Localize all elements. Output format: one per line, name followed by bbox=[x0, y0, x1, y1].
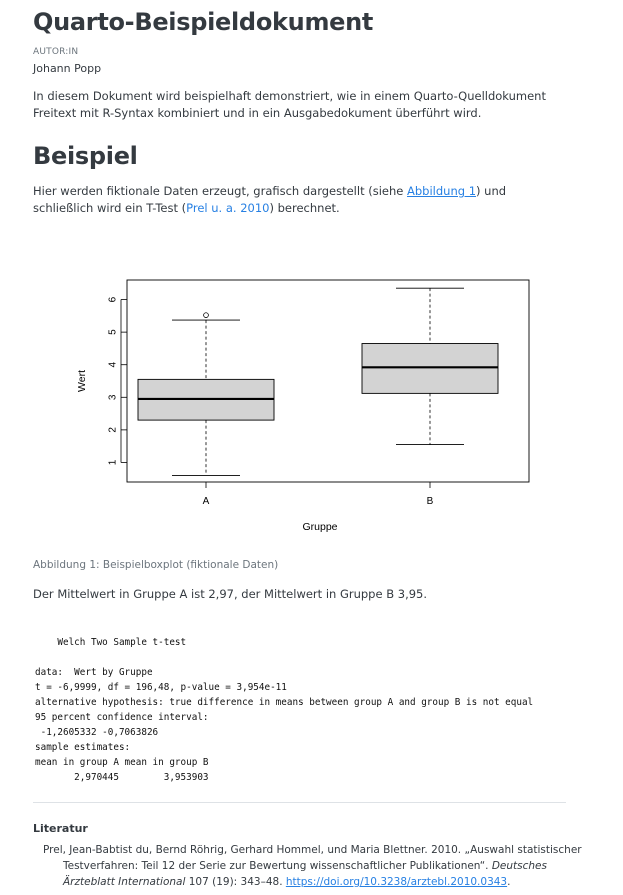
x-axis-label: Gruppe bbox=[302, 521, 337, 533]
boxplot-chart: 1 2 3 4 5 6 A B Gruppe Wert bbox=[76, 279, 530, 533]
x-tick-label: B bbox=[427, 496, 434, 507]
citation-link[interactable]: Prel u. a. 2010 bbox=[186, 201, 270, 215]
ttest-line: 95 percent confidence interval: bbox=[35, 712, 209, 723]
section-paragraph: Hier werden fiktionale Daten erzeugt, gr… bbox=[33, 183, 568, 217]
author-label: AUTOR:IN bbox=[33, 47, 79, 57]
ttest-output: Welch Two Sample t-test data: Wert by Gr… bbox=[35, 620, 533, 785]
reference-journal: Deutsches Ärzteblatt International bbox=[63, 860, 547, 888]
literature-heading: Literatur bbox=[33, 822, 88, 835]
y-tick-label: 4 bbox=[108, 361, 119, 367]
ttest-line: data: Wert by Gruppe bbox=[35, 667, 153, 678]
boxplot-figure: 1 2 3 4 5 6 A B Gruppe Wert bbox=[73, 262, 553, 552]
intro-paragraph: In diesem Dokument wird beispielhaft dem… bbox=[33, 89, 546, 120]
ttest-line: t = -6,9999, df = 196,48, p-value = 3,95… bbox=[35, 682, 287, 693]
reference-volume: 107 (19): 343–48. bbox=[185, 876, 286, 888]
reference-entry: Prel, Jean-Babtist du, Bernd Röhrig, Ger… bbox=[43, 842, 583, 890]
divider bbox=[33, 802, 566, 803]
y-tick-label: 6 bbox=[108, 296, 119, 302]
author-name: Johann Popp bbox=[33, 62, 102, 75]
figure-caption: Abbildung 1: Beispielboxplot (fiktionale… bbox=[33, 559, 279, 571]
reference-text: Prel, Jean-Babtist du, Bernd Röhrig, Ger… bbox=[43, 844, 582, 872]
y-tick-label: 3 bbox=[108, 394, 119, 400]
y-axis-label: Wert bbox=[76, 370, 88, 392]
section-text-3: ) berechnet. bbox=[269, 201, 340, 215]
y-tick-label: 5 bbox=[108, 329, 119, 335]
doi-link[interactable]: https://doi.org/10.3238/arztebl.2010.034… bbox=[285, 876, 508, 888]
section-heading: Beispiel bbox=[33, 142, 138, 170]
ttest-line: 2,970445 3,953903 bbox=[35, 772, 209, 783]
ttest-line: -1,2605332 -0,7063826 bbox=[40, 727, 159, 738]
ttest-line: sample estimates: bbox=[35, 742, 131, 753]
mean-paragraph: Der Mittelwert in Gruppe A ist 2,97, der… bbox=[33, 587, 428, 601]
reference-end: . bbox=[507, 876, 511, 888]
y-tick-label: 2 bbox=[108, 427, 119, 433]
ttest-line: Welch Two Sample t-test bbox=[57, 637, 187, 648]
y-tick-label: 1 bbox=[108, 459, 119, 465]
outlier-point bbox=[203, 312, 209, 318]
x-tick-label: A bbox=[203, 496, 210, 507]
figure-link[interactable]: Abbildung 1 bbox=[407, 184, 477, 198]
page-title: Quarto-Beispieldokument bbox=[33, 8, 374, 36]
section-text-1: Hier werden fiktionale Daten erzeugt, gr… bbox=[33, 184, 408, 198]
plot-frame bbox=[126, 279, 530, 483]
box-B bbox=[361, 343, 499, 394]
ttest-line: alternative hypothesis: true difference … bbox=[35, 697, 534, 708]
ttest-line: mean in group A mean in group B bbox=[35, 757, 209, 768]
section-text-2: ) und schließlich wird ein T-Test ( bbox=[33, 184, 507, 215]
